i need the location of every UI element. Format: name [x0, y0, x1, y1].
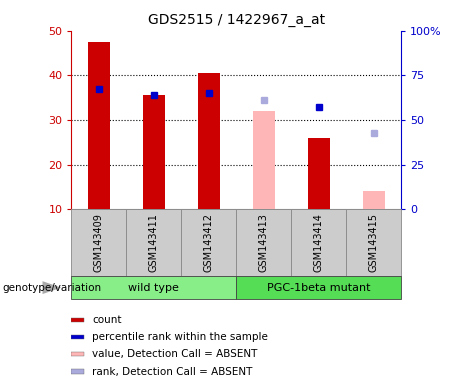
Bar — [71, 352, 84, 356]
Text: PGC-1beta mutant: PGC-1beta mutant — [267, 283, 371, 293]
Bar — [346, 209, 401, 276]
Polygon shape — [42, 281, 61, 294]
Text: GSM143413: GSM143413 — [259, 214, 269, 272]
Text: value, Detection Call = ABSENT: value, Detection Call = ABSENT — [92, 349, 258, 359]
Bar — [71, 335, 84, 339]
Bar — [236, 276, 401, 299]
Bar — [363, 192, 384, 209]
Bar — [71, 276, 236, 299]
Text: GSM143409: GSM143409 — [94, 214, 104, 272]
Bar — [126, 209, 181, 276]
Bar — [253, 111, 275, 209]
Text: genotype/variation: genotype/variation — [2, 283, 101, 293]
Text: percentile rank within the sample: percentile rank within the sample — [92, 332, 268, 342]
Bar — [291, 209, 346, 276]
Text: GSM143414: GSM143414 — [313, 214, 324, 272]
Text: GSM143412: GSM143412 — [204, 214, 214, 272]
Bar — [181, 209, 236, 276]
Bar — [71, 209, 126, 276]
Text: rank, Detection Call = ABSENT: rank, Detection Call = ABSENT — [92, 366, 253, 377]
Bar — [307, 138, 330, 209]
Text: GSM143411: GSM143411 — [149, 214, 159, 272]
Text: GSM143415: GSM143415 — [369, 214, 378, 272]
Text: count: count — [92, 314, 122, 325]
Bar — [71, 318, 84, 322]
Bar — [236, 209, 291, 276]
Bar — [198, 73, 220, 209]
Text: wild type: wild type — [129, 283, 179, 293]
Title: GDS2515 / 1422967_a_at: GDS2515 / 1422967_a_at — [148, 13, 325, 27]
Bar — [71, 369, 84, 374]
Bar — [143, 96, 165, 209]
Bar — [88, 42, 110, 209]
